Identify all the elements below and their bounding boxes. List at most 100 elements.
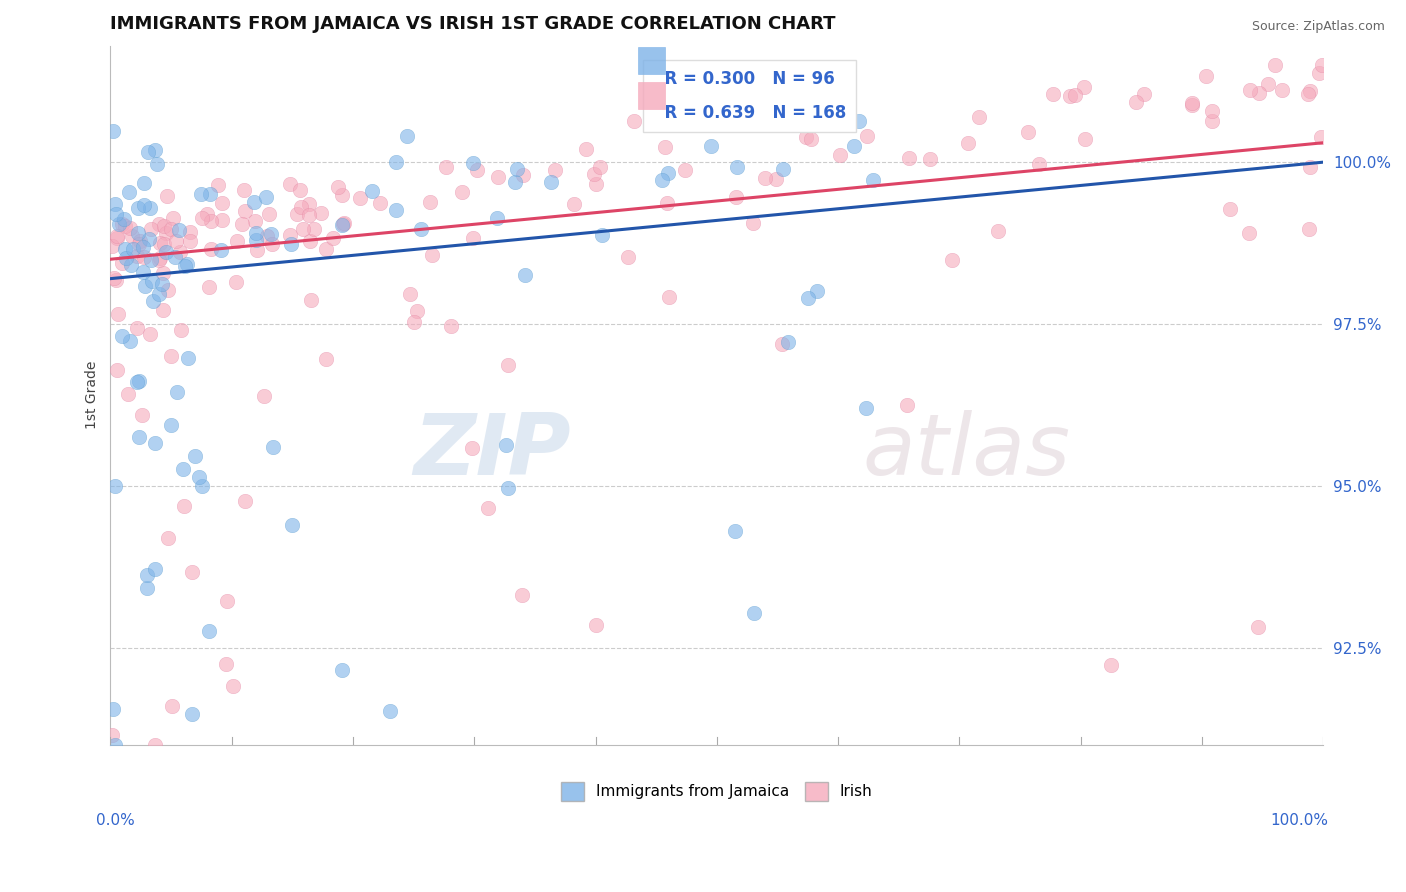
Point [114,219,136,233]
Point [1125,95,1147,109]
Point [405,303,427,318]
Point [245,226,267,240]
Point [173,499,195,513]
Point [920,153,942,167]
Point [589,160,612,174]
Point [117,386,139,401]
Point [222,680,245,694]
Point [585,177,607,191]
Point [741,216,763,230]
Point [226,234,249,248]
Point [127,201,149,215]
Point [1239,83,1261,97]
Point [198,186,221,201]
Point [1132,87,1154,101]
Point [298,197,321,211]
Point [252,389,274,403]
Point [190,187,212,202]
Point [512,168,534,182]
Point [740,106,762,120]
Point [747,116,769,130]
Point [152,219,174,234]
Bar [638,82,665,109]
Text: 0.0%: 0.0% [96,813,135,828]
Point [136,568,159,582]
Point [1298,222,1320,236]
Point [160,417,183,432]
Text: R = 0.300   N = 96
  R = 0.639   N = 168: R = 0.300 N = 96 R = 0.639 N = 168 [652,70,846,121]
Point [107,307,129,321]
Point [710,113,733,128]
Point [378,704,401,718]
Point [143,436,166,450]
Point [564,196,586,211]
Point [544,162,567,177]
Point [125,321,148,335]
Point [166,385,188,400]
Point [207,178,229,193]
Point [139,201,162,215]
Point [957,136,980,150]
Point [231,217,253,231]
Point [477,501,499,516]
Point [583,167,606,181]
Point [256,229,278,244]
Point [1059,89,1081,103]
Point [128,374,150,388]
Point [1201,104,1223,119]
Point [651,172,673,186]
Point [304,222,326,236]
Point [941,252,963,267]
Point [297,208,319,222]
Point [1042,87,1064,102]
Point [322,231,344,245]
Point [152,236,174,251]
Point [828,147,851,161]
Point [215,594,238,608]
Point [1271,83,1294,97]
Point [330,218,353,232]
Point [104,478,127,492]
Point [299,235,322,249]
Point [848,114,870,128]
Point [384,202,406,217]
Point [1310,130,1333,145]
Point [486,169,509,184]
Point [195,207,218,221]
Point [419,194,441,209]
Point [132,265,155,279]
Point [134,250,156,264]
Point [1299,160,1322,174]
Point [1237,226,1260,240]
Point [513,268,536,282]
Point [200,242,222,256]
Point [191,211,214,225]
Point [409,222,432,236]
Point [1201,114,1223,128]
Point [155,244,177,259]
Point [121,229,143,244]
Point [143,143,166,157]
Point [112,211,135,226]
Point [797,291,820,305]
Point [209,243,232,257]
Point [332,216,354,230]
Point [896,398,918,412]
Point [315,352,337,367]
Point [125,249,148,263]
Point [165,250,187,264]
Point [245,213,267,227]
Point [108,218,131,232]
Point [215,657,238,671]
Point [285,207,308,221]
Point [623,113,645,128]
Point [575,142,598,156]
Point [104,273,127,287]
Point [131,408,153,422]
Point [148,217,170,231]
Point [655,195,678,210]
Point [132,240,155,254]
Point [132,176,155,190]
Point [278,227,301,242]
Point [134,279,156,293]
